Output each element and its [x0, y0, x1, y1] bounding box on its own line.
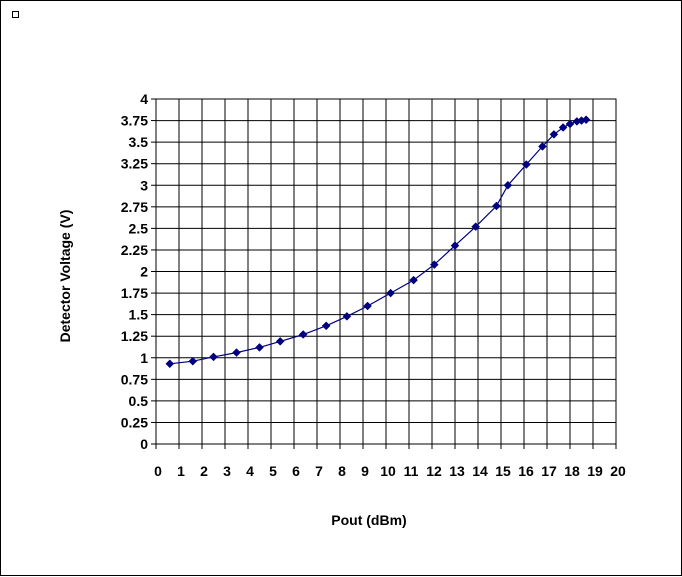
x-tick-label: 20 [610, 463, 626, 479]
x-tick-label: 10 [380, 463, 396, 479]
x-tick-label: 1 [177, 463, 185, 479]
y-tick-label: 1.5 [129, 307, 149, 323]
x-tick-label: 6 [292, 463, 300, 479]
y-tick-label: 0.75 [121, 371, 148, 387]
data-point-marker [321, 321, 331, 331]
x-tick-label: 19 [587, 463, 603, 479]
data-point-marker [581, 115, 591, 125]
x-tick-label: 12 [426, 463, 442, 479]
corner-marker [12, 11, 19, 18]
data-point-marker [549, 130, 559, 139]
x-tick-label: 16 [518, 463, 534, 479]
data-point-marker [298, 330, 308, 339]
data-point-marker [538, 142, 547, 151]
y-tick-label: 4 [140, 91, 148, 107]
y-tick-label: 2.75 [121, 199, 148, 215]
y-tick-label: 2.25 [121, 242, 148, 258]
y-tick-label: 0.25 [121, 414, 148, 430]
x-tick-label: 11 [404, 463, 419, 479]
y-tick-label: 3.75 [121, 113, 148, 129]
x-tick-label: 0 [154, 463, 162, 479]
y-tick-label: 2.5 [129, 220, 149, 236]
x-tick-label: 14 [472, 463, 488, 479]
data-point-marker [342, 311, 352, 321]
data-point-marker [471, 222, 481, 232]
x-tick-label: 15 [495, 463, 511, 479]
data-point-marker [409, 275, 418, 285]
x-tick-label: 4 [246, 463, 254, 479]
y-tick-label: 0 [140, 436, 148, 452]
x-tick-label: 5 [269, 463, 277, 479]
y-tick-label: 1 [140, 350, 148, 366]
data-point-marker [386, 288, 395, 298]
y-tick-label: 3.25 [121, 156, 148, 172]
x-tick-labels: 0 1 2 3 4 5 6 7 8 9 10 11 12 13 14 15 16 17 18 19 20 [154, 463, 626, 479]
data-point-marker [429, 260, 439, 269]
y-tick-label: 1.75 [121, 285, 148, 301]
data-point-marker [565, 119, 575, 129]
data-point-marker [232, 348, 241, 357]
data-point-marker [275, 337, 285, 346]
data-point-marker [255, 343, 264, 352]
x-tick-label: 3 [223, 463, 231, 479]
y-tick-label: 3 [140, 177, 148, 193]
series-layer [165, 115, 591, 369]
x-tick-label: 2 [200, 463, 208, 479]
data-point-marker [165, 359, 175, 369]
x-tick-label: 18 [564, 463, 580, 479]
x-axis-title: Pout (dBm) [331, 512, 406, 528]
x-tick-label: 7 [315, 463, 323, 479]
data-point-marker [558, 123, 568, 132]
data-point-marker [492, 201, 501, 211]
y-tick-label: 0.5 [129, 393, 149, 409]
x-tick-label: 13 [449, 463, 465, 479]
y-tick-label: 3.5 [129, 134, 149, 150]
y-tick-labels: 0 0.25 0.5 0.75 1 1.25 1.5 1.75 2 2.25 2.5 2.75 3 3.2… [121, 91, 148, 452]
x-tick-label: 17 [541, 463, 557, 479]
x-tick-label: 8 [338, 463, 346, 479]
data-point-marker [188, 356, 198, 366]
plot-border [155, 98, 617, 445]
data-point-marker [209, 352, 218, 362]
data-point-marker [363, 301, 372, 311]
x-tick-label: 9 [361, 463, 369, 479]
data-point-marker [503, 180, 513, 190]
y-axis-title: Detector Voltage (V) [57, 210, 73, 343]
data-point-marker [450, 241, 460, 250]
y-tick-label: 2 [140, 264, 148, 280]
y-tick-label: 1.25 [121, 328, 148, 344]
data-point-marker [521, 160, 531, 169]
